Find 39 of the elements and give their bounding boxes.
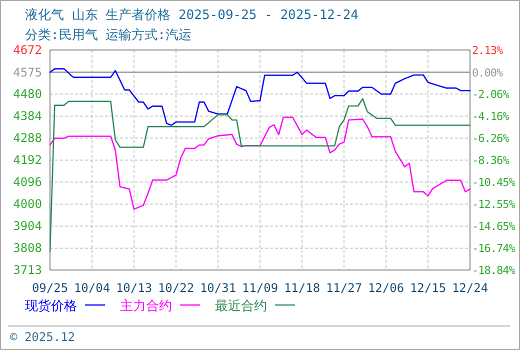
legend-label: 主力合约 [120, 298, 172, 314]
y2-tick-label: -2.06% [472, 88, 510, 101]
y2-tick-label: -6.26% [472, 132, 510, 146]
x-tick-label: 10/13 [116, 281, 152, 295]
chart-subtitle: 分类:民用气 运输方式:汽运 [25, 27, 192, 43]
x-tick-label: 11/09 [242, 281, 278, 295]
y2-tick-label: 2.13% [472, 44, 504, 57]
y-tick-label: 4096 [13, 175, 42, 190]
x-tick-label: 10/04 [74, 281, 110, 295]
x-tick-label: 09/25 [32, 281, 68, 295]
y2-tick-label: 0.00% [472, 66, 504, 80]
legend-label: 最近合约 [215, 299, 267, 314]
y-tick-label: 4192 [13, 153, 42, 168]
y2-tick-label: -4.16% [472, 110, 510, 123]
y-tick-label: 3808 [13, 241, 42, 256]
y-tick-label: 4672 [13, 43, 42, 57]
chart-title: 液化气 山东 生产者价格 2025-09-25 - 2025-12-24 [25, 8, 359, 23]
y-tick-label: 3904 [13, 219, 42, 234]
x-tick-label: 10/31 [200, 281, 236, 295]
y2-tick-label: -18.84% [472, 264, 516, 277]
y2-tick-label: -8.36% [472, 154, 510, 168]
legend-label: 现货价格 [25, 299, 77, 314]
y-tick-label: 4575 [13, 65, 42, 80]
x-tick-label: 11/18 [284, 281, 320, 295]
y2-tick-label: -12.55% [472, 198, 516, 212]
x-tick-label: 12/15 [410, 281, 446, 295]
y-tick-label: 4000 [13, 197, 42, 212]
y-tick-label: 4480 [13, 87, 42, 102]
y-tick-label: 4384 [13, 109, 42, 124]
y2-tick-label: -10.45% [472, 176, 516, 189]
y2-tick-label: -16.74% [472, 242, 516, 255]
x-tick-label: 10/22 [158, 281, 194, 295]
text: © 2025.12 [10, 330, 76, 344]
y-tick-label: 4288 [13, 131, 42, 146]
x-tick-label: 12/06 [368, 281, 404, 295]
y-tick-label: 3713 [13, 263, 42, 277]
x-tick-label: 12/24 [452, 281, 488, 295]
x-tick-label: 11/27 [326, 281, 362, 295]
y2-tick-label: -14.65% [472, 220, 516, 234]
